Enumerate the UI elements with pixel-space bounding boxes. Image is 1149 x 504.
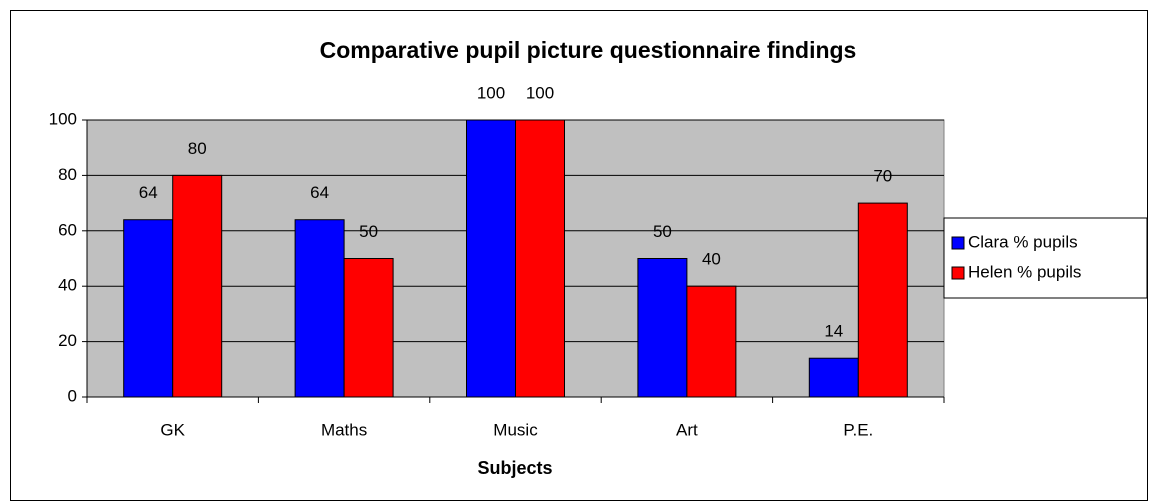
x-tick-label: Maths [321, 420, 367, 439]
bar [857, 202, 908, 398]
x-tick-label: Art [676, 420, 698, 439]
y-tick-label: 60 [58, 220, 77, 239]
chart-title: Comparative pupil picture questionnaire … [320, 37, 857, 63]
data-label: 100 [477, 83, 505, 102]
y-tick-label: 100 [49, 109, 77, 128]
data-label: 14 [824, 322, 843, 341]
legend-label: Helen % pupils [968, 262, 1081, 281]
x-tick-label: P.E. [843, 420, 873, 439]
data-label: 50 [653, 222, 672, 241]
y-tick-label: 0 [68, 386, 77, 405]
data-label: 64 [310, 183, 329, 202]
data-label: 40 [702, 250, 721, 269]
bar [172, 174, 223, 398]
y-tick-label: 40 [58, 276, 77, 295]
data-label: 80 [188, 139, 207, 158]
legend-swatch [951, 266, 965, 280]
x-axis-title: Subjects [477, 458, 552, 478]
legend-swatch [951, 236, 965, 250]
x-tick-label: GK [160, 420, 185, 439]
y-tick-label: 20 [58, 331, 77, 350]
bar [294, 219, 345, 398]
data-label: 64 [139, 183, 158, 202]
data-label: 70 [873, 167, 892, 186]
data-label: 100 [526, 83, 554, 102]
bar [343, 258, 394, 398]
bar [686, 285, 737, 398]
legend-label: Clara % pupils [968, 232, 1078, 251]
data-label: 50 [359, 222, 378, 241]
y-tick-label: 80 [58, 165, 77, 184]
bar [637, 258, 688, 398]
bar [808, 357, 859, 398]
x-tick-label: Music [493, 420, 538, 439]
bar [515, 119, 565, 398]
bar [466, 119, 516, 398]
legend-box [943, 217, 1148, 299]
bar [123, 219, 174, 398]
